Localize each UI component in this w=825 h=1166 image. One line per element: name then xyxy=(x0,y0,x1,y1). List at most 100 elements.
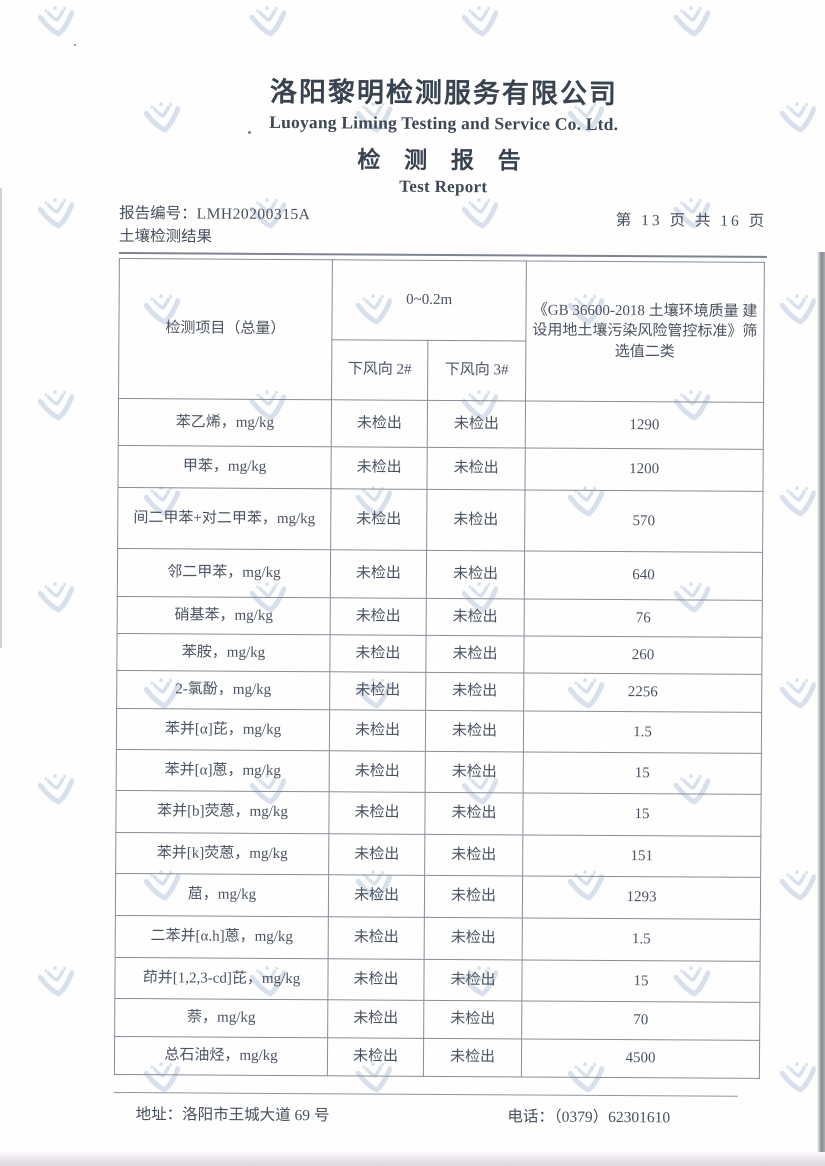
company-name-en: Luoyang Liming Testing and Service Co. L… xyxy=(269,111,619,135)
cell-downwind2: 未检出 xyxy=(329,750,426,793)
cell-downwind3: 未检出 xyxy=(425,635,525,673)
cell-downwind3: 未检出 xyxy=(425,751,524,793)
cell-limit: 15 xyxy=(521,959,761,1003)
cell-downwind3: 未检出 xyxy=(423,1038,522,1077)
watermark-logo-icon xyxy=(37,6,75,37)
cell-limit: 1.5 xyxy=(523,710,762,754)
cell-item: 萘，mg/kg xyxy=(114,998,328,1038)
scan-edge-right-shadow xyxy=(817,252,825,1158)
cell-downwind3: 未检出 xyxy=(424,834,523,876)
cell-downwind2: 未检出 xyxy=(330,549,427,599)
table-row: 苯胺，mg/kg 未检出 未检出 260 xyxy=(116,633,763,675)
watermark-logo-icon xyxy=(673,6,711,37)
cell-limit: 15 xyxy=(522,792,762,837)
cell-limit: 640 xyxy=(524,550,763,601)
cell-downwind3: 未检出 xyxy=(426,550,525,599)
table-row: 茚并[1,2,3-cd]芘，mg/kg 未检出 未检出 15 xyxy=(114,957,761,1003)
cell-downwind2: 未检出 xyxy=(328,916,425,960)
cell-downwind3: 未检出 xyxy=(427,400,526,448)
cell-downwind2: 未检出 xyxy=(329,671,426,711)
cell-limit: 1200 xyxy=(524,447,764,492)
watermark-logo-icon xyxy=(37,966,75,997)
report-number-label: 报告编号： xyxy=(119,205,197,223)
watermark-logo-icon xyxy=(461,6,499,37)
table-row: 苯并[α]芘，mg/kg 未检出 未检出 1.5 xyxy=(116,708,762,754)
column-header-standard: 《GB 36600-2018 土壤环境质量 建设用地土壤污染风险管控标准》筛选值… xyxy=(525,260,765,403)
table-row: 苯并[k]荧蒽，mg/kg 未检出 未检出 151 xyxy=(115,832,761,878)
cell-item: 茚并[1,2,3-cd]芘，mg/kg xyxy=(114,957,329,1000)
cell-downwind2: 未检出 xyxy=(327,1037,424,1077)
table-row: 总石油烃，mg/kg 未检出 未检出 4500 xyxy=(114,1036,760,1079)
cell-item: 总石油烃，mg/kg xyxy=(114,1036,328,1076)
scan-speck xyxy=(248,131,251,134)
cell-downwind3: 未检出 xyxy=(423,959,523,1001)
cell-limit: 76 xyxy=(524,598,763,638)
results-table: 检测项目（总量） 0~0.2m 《GB 36600-2018 土壤环境质量 建设… xyxy=(114,258,765,1079)
cell-downwind3: 未检出 xyxy=(426,447,526,490)
cell-item: 间二甲苯+对二甲苯，mg/kg xyxy=(117,487,331,550)
cell-downwind2: 未检出 xyxy=(327,958,425,1001)
cell-item: 䓛，mg/kg xyxy=(115,873,329,917)
table-row: 苯乙烯，mg/kg 未检出 未检出 1290 xyxy=(118,398,764,450)
report-content: 洛阳黎明检测服务有限公司 Luoyang Liming Testing and … xyxy=(113,76,768,1128)
scan-edge-bottom-shadow xyxy=(0,1152,825,1166)
cell-downwind2: 未检出 xyxy=(328,791,426,835)
cell-limit: 1.5 xyxy=(522,917,761,962)
watermark-logo-icon xyxy=(37,198,75,229)
cell-downwind3: 未检出 xyxy=(423,1000,522,1039)
table-row: 萘，mg/kg 未检出 未检出 70 xyxy=(114,998,760,1041)
footer-address-label: 地址： xyxy=(135,1106,183,1124)
cell-item: 苯胺，mg/kg xyxy=(116,633,331,672)
cell-limit: 4500 xyxy=(521,1038,760,1079)
report-number-value: LMH20200315A xyxy=(196,205,311,224)
cell-downwind2: 未检出 xyxy=(330,597,427,636)
cell-limit: 1290 xyxy=(525,400,764,450)
cell-downwind2: 未检出 xyxy=(328,874,425,918)
company-name-cn: 洛阳黎明检测服务有限公司 xyxy=(269,76,618,110)
table-row: 间二甲苯+对二甲苯，mg/kg 未检出 未检出 570 xyxy=(117,487,763,553)
column-header-item: 检测项目（总量） xyxy=(118,258,333,400)
cell-downwind2: 未检出 xyxy=(329,634,427,673)
cell-item: 苯并[α]蒽，mg/kg xyxy=(116,749,330,792)
report-number-line: 报告编号：LMH20200315A xyxy=(119,203,310,227)
cell-item: 苯并[α]芘，mg/kg xyxy=(116,708,330,751)
cell-downwind3: 未检出 xyxy=(424,917,523,960)
cell-downwind3: 未检出 xyxy=(425,672,524,711)
cell-downwind3: 未检出 xyxy=(426,598,525,636)
cell-downwind2: 未检出 xyxy=(329,709,426,752)
report-meta: 报告编号：LMH20200315A 土壤检测结果 第 13 页 共 16 页 xyxy=(118,203,768,258)
table-row: 䓛，mg/kg 未检出 未检出 1293 xyxy=(115,873,761,920)
cell-item: 苯并[b]荧蒽，mg/kg xyxy=(115,790,330,834)
cell-limit: 2256 xyxy=(523,672,762,713)
footer-phone: 电话：（0379）62301610 xyxy=(507,1104,670,1127)
cell-downwind2: 未检出 xyxy=(331,399,428,448)
cell-limit: 1293 xyxy=(522,875,761,920)
cell-downwind3: 未检出 xyxy=(424,875,523,918)
table-row: 苯并[α]蒽，mg/kg 未检出 未检出 15 xyxy=(116,749,762,795)
header-row-1: 检测项目（总量） 0~0.2m 《GB 36600-2018 土壤环境质量 建设… xyxy=(118,258,765,403)
cell-limit: 15 xyxy=(523,751,762,795)
footer-phone-value: （0379）62301610 xyxy=(553,1108,671,1127)
cell-downwind2: 未检出 xyxy=(330,488,427,551)
footer: 地址：洛阳市王城大道 69 号 电话：（0379）62301610 xyxy=(114,1102,738,1128)
cell-downwind3: 未检出 xyxy=(426,489,525,551)
cell-limit: 70 xyxy=(521,1000,760,1041)
watermark-logo-icon xyxy=(37,774,75,805)
cell-item: 2-氯酚，mg/kg xyxy=(116,670,330,710)
cell-item: 苯并[k]荧蒽，mg/kg xyxy=(115,832,329,875)
report-meta-left: 报告编号：LMH20200315A 土壤检测结果 xyxy=(119,203,310,249)
cell-downwind2: 未检出 xyxy=(327,999,424,1039)
page-indicator: 第 13 页 共 16 页 xyxy=(615,212,768,231)
cell-item: 甲苯，mg/kg xyxy=(117,445,332,489)
report-title-cn: 检 测 报 告 xyxy=(357,147,530,174)
watermark-logo-icon xyxy=(249,6,287,37)
cell-downwind3: 未检出 xyxy=(425,710,524,752)
cell-item: 邻二甲苯，mg/kg xyxy=(117,548,331,598)
table-row: 苯并[b]荧蒽，mg/kg 未检出 未检出 15 xyxy=(115,790,762,837)
cell-item: 二苯并[α.h]蒽，mg/kg xyxy=(115,915,329,959)
section-title: 土壤检测结果 xyxy=(118,227,213,246)
cell-item: 苯乙烯，mg/kg xyxy=(118,398,332,447)
watermark-logo-icon xyxy=(37,390,75,421)
column-header-downwind2: 下风向 2# xyxy=(331,339,428,401)
watermark-logo-icon xyxy=(779,102,817,133)
